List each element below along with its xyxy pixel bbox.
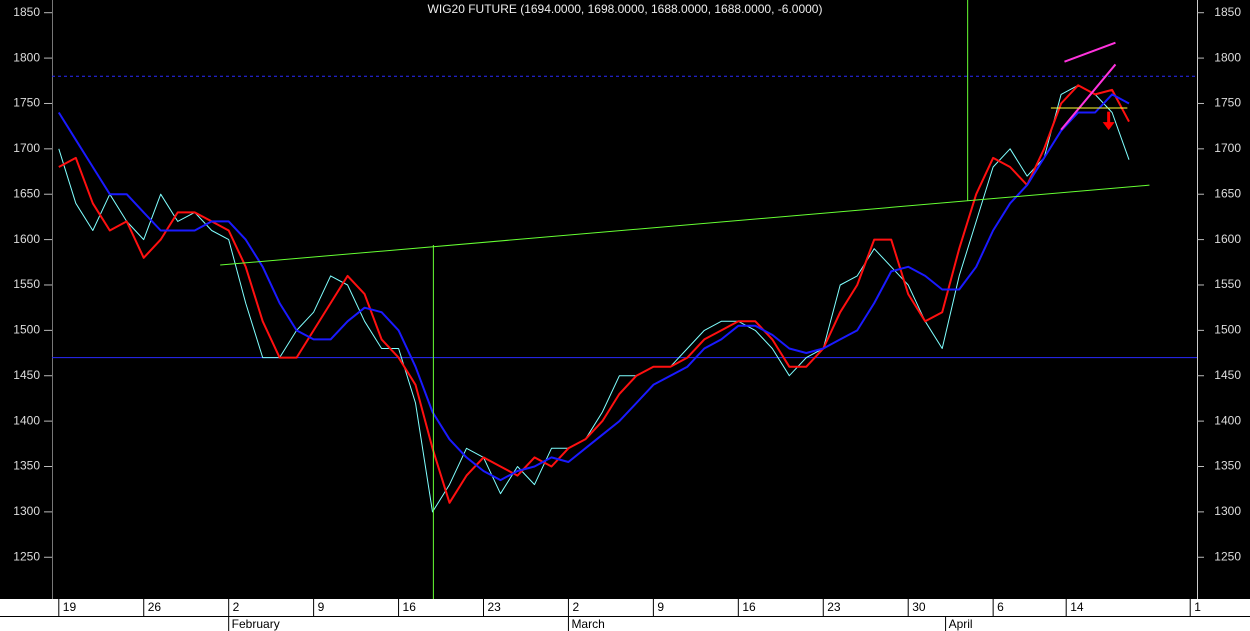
y2-tick-label: 1700 [1214, 141, 1241, 155]
y-tick-label: 1750 [13, 96, 40, 110]
y2-tick-label: 1800 [1214, 50, 1241, 64]
x-tick-label: 2 [572, 600, 579, 614]
y2-tick-label: 1600 [1214, 232, 1241, 246]
y-tick-label: 1700 [13, 141, 40, 155]
y2-tick-label: 1750 [1214, 96, 1241, 110]
x-tick-label: 23 [827, 600, 841, 614]
y-tick-label: 1550 [13, 277, 40, 291]
x-tick-label: 16 [742, 600, 756, 614]
x-tick-label: 16 [403, 600, 417, 614]
y-tick-label: 1500 [13, 323, 40, 337]
arrow-head [1102, 122, 1115, 131]
y2-tick-label: 1350 [1214, 459, 1241, 473]
y-tick-label: 1850 [13, 5, 40, 19]
y-tick-label: 1600 [13, 232, 40, 246]
y2-tick-label: 1300 [1214, 504, 1241, 518]
month-label: February [232, 617, 280, 631]
y2-tick-label: 1400 [1214, 413, 1241, 427]
y-tick-label: 1450 [13, 368, 40, 382]
plot-background [0, 0, 1250, 599]
x-tick-label: 26 [148, 600, 162, 614]
month-label: April [949, 617, 973, 631]
x-tick-label: 19 [63, 600, 77, 614]
y-tick-label: 1800 [13, 50, 40, 64]
chart-title: WIG20 FUTURE (1694.0000, 1698.0000, 1688… [428, 2, 823, 16]
x-tick-label: 23 [487, 600, 501, 614]
y2-tick-label: 1550 [1214, 277, 1241, 291]
y2-tick-label: 1500 [1214, 323, 1241, 337]
y-tick-label: 1650 [13, 186, 40, 200]
y-tick-label: 1250 [13, 549, 40, 563]
trend-line [1060, 63, 1117, 131]
x-tick-label: 14 [1070, 600, 1084, 614]
series-line [58, 84, 1130, 513]
y-tick-label: 1400 [13, 413, 40, 427]
trend-line [220, 184, 1150, 266]
x-tick-label: 9 [657, 600, 664, 614]
y-tick-label: 1300 [13, 504, 40, 518]
x-tick-label: 6 [997, 600, 1004, 614]
series-line [57, 93, 1130, 482]
x-tick-label: 30 [912, 600, 926, 614]
y2-tick-label: 1850 [1214, 5, 1241, 19]
y2-tick-label: 1650 [1214, 186, 1241, 200]
trend-line [1064, 41, 1116, 63]
y-tick-label: 1350 [13, 459, 40, 473]
x-tick-label: 2 [233, 600, 240, 614]
y2-tick-label: 1250 [1214, 549, 1241, 563]
x-tick-label: 1 [1194, 600, 1201, 614]
date-band [0, 599, 1250, 631]
month-label: March [571, 617, 604, 631]
y2-tick-label: 1450 [1214, 368, 1241, 382]
x-tick-label: 9 [318, 600, 325, 614]
series-line [58, 84, 1130, 504]
